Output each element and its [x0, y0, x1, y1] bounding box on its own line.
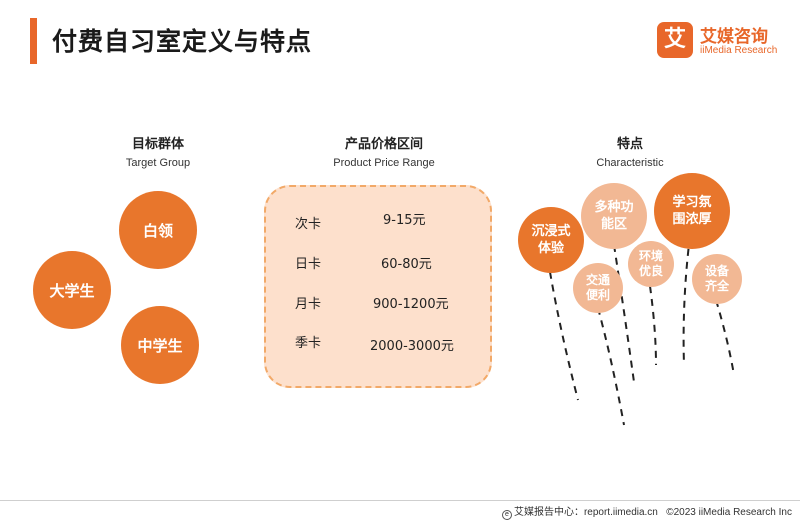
- group-circle-college-student: 大学生: [33, 251, 111, 329]
- price-range-title: 产品价格区间: [344, 137, 423, 152]
- balloon-string: [597, 307, 625, 426]
- balloon-complete-equipment: 设备 齐全: [692, 254, 742, 304]
- title-accent-bar: [30, 18, 37, 64]
- characteristic-title: 特点: [616, 137, 643, 152]
- balloon-string: [715, 299, 735, 376]
- characteristic-subtitle: Characteristic: [596, 157, 664, 169]
- footer: e 艾媒报告中心：report.iimedia.cn ©2023 iiMedia …: [501, 503, 792, 520]
- group-circle-white-collar: 白领: [119, 191, 197, 269]
- balloon-label-line1: 沉浸式: [531, 224, 571, 239]
- footer-divider: [0, 500, 800, 501]
- page-title: 付费自习室定义与特点: [52, 27, 313, 56]
- balloon-label-line2: 便利: [585, 288, 610, 302]
- price-row-type: 次卡: [295, 217, 322, 232]
- balloon-label-line1: 环境: [638, 249, 663, 263]
- balloon-string: [613, 244, 635, 383]
- price-row-type: 日卡: [295, 257, 322, 272]
- footer-source: 艾媒报告中心：report.iimedia.cn: [513, 507, 658, 518]
- balloon-label-line2: 围浓厚: [672, 212, 712, 227]
- group-circle-middle-school-student: 中学生: [121, 306, 199, 384]
- balloon-convenient-transport: 交通 便利: [573, 263, 623, 313]
- balloon-label-line2: 齐全: [704, 279, 729, 293]
- logo-name-cn: 艾媒咨询: [700, 27, 768, 47]
- balloon-immersive-experience: 沉浸式 体验: [518, 207, 584, 273]
- iimedia-icon: e: [501, 510, 512, 520]
- price-row-type: 季卡: [295, 336, 322, 351]
- balloon-study-atmosphere: 学习氛 围浓厚: [654, 173, 730, 249]
- balloon-string: [549, 271, 579, 401]
- balloon-label-line2: 优良: [638, 264, 663, 278]
- price-row-type: 月卡: [295, 297, 322, 312]
- price-range-subtitle: Product Price Range: [333, 157, 435, 169]
- price-row-value: 60-80元: [381, 257, 432, 272]
- logo-mark-icon: 艾: [657, 22, 693, 58]
- balloon-label-line1: 设备: [704, 264, 729, 278]
- balloon-label-line2: 体验: [537, 241, 564, 256]
- balloon-label-line2: 能区: [600, 217, 627, 232]
- price-range-box: 次卡 9-15元 日卡 60-80元 月卡 900-1200元 季卡 2000-…: [264, 185, 492, 388]
- balloon-label-line1: 交通: [585, 273, 610, 287]
- target-group-subtitle: Target Group: [125, 157, 191, 169]
- logo-name-en: iiMedia Research: [700, 45, 778, 56]
- footer-copyright: ©2023 iiMedia Research Inc: [666, 507, 792, 518]
- balloon-string: [649, 285, 657, 366]
- balloon-good-environment: 环境 优良: [628, 241, 674, 287]
- balloon-label-line1: 多种功: [594, 200, 634, 215]
- balloon-string: [682, 235, 691, 366]
- price-row-value: 2000-3000元: [370, 339, 454, 354]
- price-row-value: 9-15元: [383, 213, 426, 228]
- iimedia-logo: 艾 艾媒咨询 iiMedia Research: [657, 22, 797, 62]
- balloon-label-line1: 学习氛: [672, 195, 712, 210]
- price-row-value: 900-1200元: [373, 297, 449, 312]
- balloon-multi-function-areas: 多种功 能区: [581, 183, 647, 249]
- target-group-title: 目标群体: [131, 137, 184, 152]
